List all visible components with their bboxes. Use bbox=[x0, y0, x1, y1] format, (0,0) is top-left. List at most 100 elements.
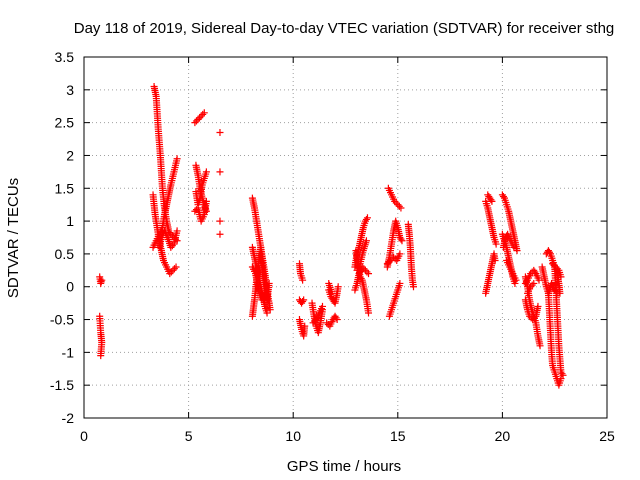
data-point bbox=[552, 288, 560, 296]
data-point bbox=[196, 114, 204, 122]
data-point bbox=[552, 263, 560, 271]
data-point bbox=[395, 202, 403, 210]
x-tick-label: 15 bbox=[390, 428, 406, 444]
x-axis-label: GPS time / hours bbox=[287, 458, 401, 475]
y-tick-label: 2.5 bbox=[55, 115, 75, 131]
data-point bbox=[361, 266, 369, 274]
data-point bbox=[362, 237, 370, 245]
data-point bbox=[386, 256, 394, 264]
y-tick-label: 3 bbox=[66, 82, 74, 98]
data-point bbox=[200, 109, 208, 117]
data-point bbox=[558, 370, 566, 378]
data-point bbox=[311, 317, 319, 325]
y-tick-label: 1 bbox=[66, 213, 74, 229]
y-tick-label: -1 bbox=[62, 344, 75, 360]
data-point bbox=[396, 250, 404, 258]
data-point bbox=[309, 319, 317, 327]
data-point bbox=[328, 289, 336, 297]
data-point bbox=[510, 243, 518, 251]
x-tick-label: 25 bbox=[599, 428, 615, 444]
data-point bbox=[167, 243, 175, 251]
y-axis-ticks: -2 -1.5 -1 -0.5 0 0.5 1 1.5 2 2.5 3 3.5 bbox=[50, 49, 607, 426]
data-point bbox=[362, 215, 370, 223]
data-point bbox=[216, 128, 224, 136]
data-point bbox=[522, 278, 530, 286]
data-point bbox=[167, 268, 175, 276]
y-tick-label: 2 bbox=[66, 147, 74, 163]
data-point bbox=[530, 279, 538, 287]
data-point bbox=[167, 230, 175, 238]
data-point bbox=[333, 316, 341, 324]
chart-title: Day 118 of 2019, Sidereal Day-to-day VTE… bbox=[74, 20, 615, 37]
data-point bbox=[391, 197, 399, 205]
data-point bbox=[194, 115, 202, 123]
data-point bbox=[554, 289, 562, 297]
data-point bbox=[513, 247, 521, 255]
data-point bbox=[97, 352, 105, 360]
y-tick-label: -0.5 bbox=[50, 312, 74, 328]
data-point bbox=[365, 309, 373, 317]
data-point bbox=[216, 230, 224, 238]
data-point bbox=[529, 316, 537, 324]
data-point bbox=[265, 299, 273, 307]
data-point bbox=[202, 197, 210, 205]
y-tick-label: 0 bbox=[66, 279, 74, 295]
data-point bbox=[216, 168, 224, 176]
y-tick-label: 0.5 bbox=[55, 246, 75, 262]
data-points bbox=[96, 83, 567, 389]
data-point bbox=[199, 110, 207, 118]
data-point bbox=[383, 260, 391, 268]
plot-border bbox=[83, 56, 608, 419]
data-point bbox=[216, 217, 224, 225]
data-point bbox=[394, 201, 402, 209]
data-point bbox=[301, 322, 309, 330]
data-point bbox=[487, 196, 495, 204]
data-point bbox=[172, 263, 180, 271]
x-tick-label: 0 bbox=[80, 428, 88, 444]
data-point bbox=[527, 283, 535, 291]
y-tick-label: -1.5 bbox=[50, 377, 74, 393]
data-point bbox=[299, 276, 307, 284]
data-point bbox=[512, 276, 520, 284]
data-point bbox=[398, 237, 406, 245]
data-point bbox=[173, 155, 181, 163]
y-tick-label: 1.5 bbox=[55, 180, 75, 196]
data-point bbox=[363, 268, 371, 276]
y-tick-label: 3.5 bbox=[55, 49, 75, 65]
data-point bbox=[492, 240, 500, 248]
data-point bbox=[332, 314, 340, 322]
y-axis-label: SDTVAR / TECUs bbox=[5, 178, 22, 298]
data-point bbox=[173, 227, 181, 235]
x-tick-label: 5 bbox=[185, 428, 193, 444]
data-point bbox=[168, 242, 176, 250]
data-point bbox=[334, 283, 342, 291]
data-point bbox=[202, 168, 210, 176]
x-tick-label: 10 bbox=[285, 428, 301, 444]
data-point bbox=[534, 302, 542, 310]
data-point bbox=[390, 253, 398, 261]
data-point bbox=[392, 199, 400, 207]
data-point bbox=[545, 248, 553, 256]
data-point bbox=[170, 265, 178, 273]
data-point bbox=[299, 297, 307, 305]
data-point bbox=[491, 256, 499, 264]
data-point bbox=[98, 276, 106, 284]
data-point bbox=[385, 258, 393, 266]
data-point bbox=[192, 117, 200, 125]
data-point bbox=[536, 342, 544, 350]
data-point bbox=[528, 281, 536, 289]
data-point bbox=[266, 306, 274, 314]
data-point bbox=[549, 260, 557, 268]
data-point bbox=[357, 275, 365, 283]
data-point bbox=[499, 192, 507, 200]
data-point bbox=[363, 214, 371, 222]
data-point bbox=[559, 371, 567, 379]
data-point bbox=[263, 309, 271, 317]
data-point bbox=[550, 261, 558, 269]
data-point bbox=[396, 279, 404, 287]
data-point bbox=[397, 204, 405, 212]
data-point bbox=[169, 266, 177, 274]
data-point bbox=[526, 312, 534, 320]
x-axis-ticks: 0 5 10 15 20 25 bbox=[80, 57, 615, 444]
